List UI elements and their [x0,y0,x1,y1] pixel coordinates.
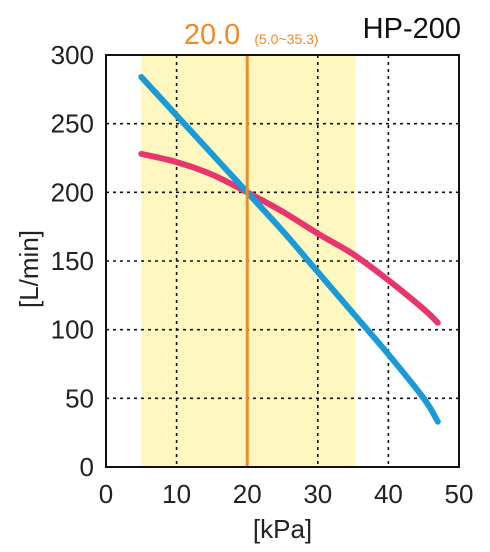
x-tick-label: 30 [303,479,332,509]
x-axis-title: [kPa] [253,514,312,544]
y-tick-label: 150 [51,246,94,276]
series-group [138,73,441,425]
marker-value: 20.0 [184,19,240,51]
x-tick-label: 0 [99,479,113,509]
plot-frame [105,54,460,468]
marker-range: (5.0~35.3) [254,31,318,47]
y-tick-labels: 0 50 100 150 200 250 300 [51,40,94,482]
y-tick-label: 200 [51,177,94,207]
y-axis-title: [L/min] [14,230,44,308]
y-tick-label: 250 [51,109,94,139]
x-tick-label: 20 [233,479,262,509]
y-tick-label: 50 [65,383,94,413]
x-tick-label: 40 [374,479,403,509]
x-tick-labels: 0 10 20 30 40 50 [99,479,474,509]
marker-label: 20.0 (5.0~35.3) [184,19,319,51]
x-tick-label: 50 [445,479,474,509]
y-tick-label: 100 [51,315,94,345]
model-name: HP-200 [363,13,461,45]
y-tick-label: 0 [80,452,94,482]
y-tick-label: 300 [51,40,94,70]
x-tick-label: 10 [162,479,191,509]
series-line-1 [138,150,441,326]
series-line-2 [138,73,441,425]
